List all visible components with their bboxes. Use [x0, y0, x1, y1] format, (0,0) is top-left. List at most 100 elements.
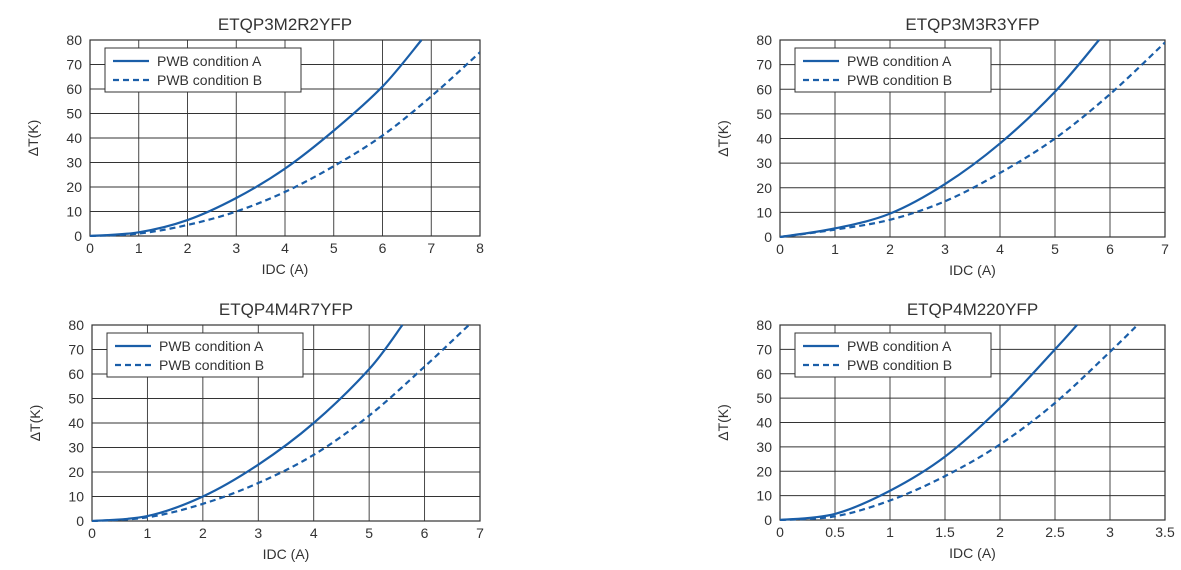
y-tick-label: 10 — [756, 204, 772, 220]
legend-entry: PWB condition B — [847, 357, 952, 373]
y-tick-label: 20 — [756, 463, 772, 479]
x-tick-label: 6 — [379, 240, 387, 256]
y-tick-label: 80 — [68, 317, 84, 333]
y-axis-label: ΔT(K) — [715, 404, 731, 441]
y-tick-label: 10 — [68, 489, 84, 505]
y-tick-label: 10 — [66, 204, 82, 220]
x-tick-label: 6 — [421, 525, 429, 541]
chart-title: ETQP4M4R7YFP — [219, 300, 353, 319]
chart-panel-1: ETQP3M2R2YFP 0 1 2 3 4 5 6 7 8 0 10 20 30 40 50 60 70 80 ID… — [20, 10, 500, 290]
y-axis-label: ΔT(K) — [27, 405, 43, 442]
y-tick-label: 40 — [68, 415, 84, 431]
x-axis-label: IDC (A) — [949, 262, 996, 278]
chart-panel-4: ETQP4M220YFP 0 0.5 1 1.5 2 2.5 3 3.5 0 10 20 30 40 50 6… — [710, 295, 1180, 570]
series-line-condition-b — [780, 41, 1165, 238]
plot-frame — [91, 324, 481, 522]
x-tick-label: 5 — [1051, 241, 1059, 257]
y-tick-label: 10 — [756, 488, 772, 504]
y-tick-label: 40 — [756, 131, 772, 147]
x-tick-label: 3 — [254, 525, 262, 541]
chart-panel-2: ETQP3M3R3YFP 0 1 2 3 4 5 6 7 0 10 20 30 40 50 60 70 80 IDC… — [710, 10, 1180, 290]
x-tick-label: 7 — [1161, 241, 1169, 257]
legend-box — [104, 47, 302, 93]
y-tick-label: 0 — [74, 228, 82, 244]
x-tick-label: 2 — [996, 524, 1004, 540]
x-tick-label: 3 — [232, 240, 240, 256]
series-line-condition-b — [780, 324, 1139, 521]
series-line-condition-a — [92, 324, 404, 522]
x-tick-label: 1 — [886, 524, 894, 540]
x-tick-label: 3.5 — [1155, 524, 1175, 540]
chart-title: ETQP3M2R2YFP — [218, 15, 352, 34]
y-tick-label: 60 — [756, 366, 772, 382]
y-tick-label: 50 — [756, 106, 772, 122]
x-tick-label: 2 — [199, 525, 207, 541]
plot-frame — [779, 39, 1166, 238]
x-tick-label: 6 — [1106, 241, 1114, 257]
x-tick-label: 7 — [476, 525, 484, 541]
y-tick-label: 50 — [756, 390, 772, 406]
series-line-condition-a — [90, 39, 423, 237]
y-tick-label: 30 — [66, 155, 82, 171]
x-tick-label: 4 — [996, 241, 1004, 257]
y-tick-label: 70 — [68, 342, 84, 358]
x-tick-label: 7 — [427, 240, 435, 256]
y-axis-label: ΔT(K) — [715, 120, 731, 157]
y-tick-label: 50 — [68, 391, 84, 407]
plot-frame — [89, 39, 481, 237]
y-tick-label: 0 — [764, 229, 772, 245]
y-tick-label: 50 — [66, 106, 82, 122]
y-tick-label: 60 — [66, 81, 82, 97]
y-tick-label: 80 — [756, 32, 772, 48]
legend-entry: PWB condition B — [157, 72, 262, 88]
legend-entry: PWB condition A — [157, 53, 262, 69]
legend-entry: PWB condition A — [847, 53, 952, 69]
y-tick-label: 40 — [756, 415, 772, 431]
series-line-condition-b — [92, 324, 470, 522]
x-tick-label: 3 — [941, 241, 949, 257]
y-tick-label: 30 — [756, 439, 772, 455]
x-tick-label: 5 — [330, 240, 338, 256]
x-axis-label: IDC (A) — [949, 545, 996, 561]
chart-svg: ETQP4M220YFP 0 0.5 1 1.5 2 2.5 3 3.5 0 10 20 30 40 50 6… — [715, 300, 1175, 561]
x-tick-label: 8 — [476, 240, 484, 256]
x-tick-label: 0 — [88, 525, 96, 541]
x-tick-label: 1 — [144, 525, 152, 541]
y-tick-label: 40 — [66, 130, 82, 146]
series-line-condition-b — [90, 51, 480, 237]
y-tick-label: 0 — [76, 513, 84, 529]
x-tick-label: 2 — [886, 241, 894, 257]
y-tick-label: 80 — [66, 32, 82, 48]
legend-box — [794, 47, 992, 93]
x-axis-label: IDC (A) — [263, 546, 310, 562]
legend-entry: PWB condition B — [847, 72, 952, 88]
y-tick-label: 30 — [68, 440, 84, 456]
x-tick-label: 1 — [135, 240, 143, 256]
plot-frame — [779, 324, 1166, 521]
x-tick-label: 1.5 — [935, 524, 955, 540]
x-tick-label: 1 — [831, 241, 839, 257]
y-tick-label: 60 — [756, 81, 772, 97]
chart-title: ETQP4M220YFP — [907, 300, 1038, 319]
y-tick-label: 70 — [66, 57, 82, 73]
y-tick-label: 20 — [66, 179, 82, 195]
x-tick-label: 3 — [1106, 524, 1114, 540]
x-tick-label: 0.5 — [825, 524, 845, 540]
y-tick-label: 60 — [68, 366, 84, 382]
x-axis-label: IDC (A) — [262, 261, 309, 277]
legend-entry: PWB condition B — [159, 357, 264, 373]
x-tick-label: 2.5 — [1045, 524, 1065, 540]
y-tick-label: 20 — [68, 464, 84, 480]
legend-box — [106, 332, 304, 378]
legend-entry: PWB condition A — [847, 338, 952, 354]
x-tick-label: 4 — [281, 240, 289, 256]
x-tick-label: 4 — [310, 525, 318, 541]
chart-panel-3: ETQP4M4R7YFP 0 1 2 3 4 5 6 7 0 10 20 30 40 50 60 70 80 IDC… — [20, 295, 500, 570]
x-tick-label: 2 — [184, 240, 192, 256]
y-tick-label: 30 — [756, 155, 772, 171]
y-axis-label: ΔT(K) — [25, 120, 41, 157]
legend-box — [794, 332, 992, 378]
